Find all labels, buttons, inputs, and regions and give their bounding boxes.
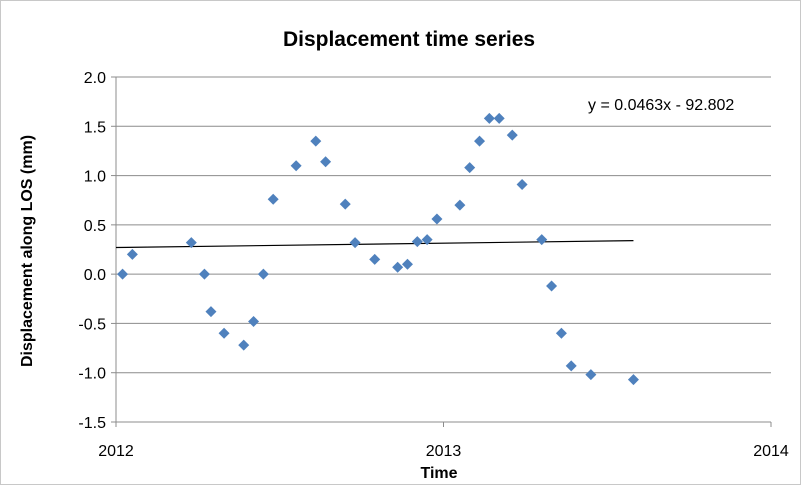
x-tick-label: 2014 — [753, 443, 789, 460]
data-point — [218, 327, 230, 339]
data-point — [483, 112, 495, 124]
data-point — [238, 339, 250, 351]
x-axis-label: Time — [420, 465, 457, 482]
data-point — [421, 234, 433, 246]
data-point — [369, 253, 381, 265]
data-point — [117, 268, 129, 280]
data-point — [454, 199, 466, 211]
data-point — [555, 327, 567, 339]
data-point — [267, 193, 279, 205]
gridlines — [116, 76, 771, 423]
data-point — [349, 237, 361, 249]
y-tick-label: -1.5 — [78, 415, 106, 432]
data-point — [516, 178, 528, 190]
data-point — [536, 234, 548, 246]
y-tick-label: 0.5 — [84, 218, 106, 235]
data-point — [339, 198, 351, 210]
trendline — [115, 240, 634, 249]
data-point — [257, 268, 269, 280]
data-point — [474, 135, 486, 147]
trendline-equation: y = 0.0463x - 92.802 — [588, 97, 734, 114]
y-axis-label: Displacement along LOS (mm) — [19, 135, 36, 367]
y-axis-ticks: 2.0 1.5 1.0 0.5 0.0 -0.5 -1.0 -1.5 — [78, 70, 116, 432]
y-tick-label: 2.0 — [84, 70, 106, 87]
data-point — [585, 369, 597, 381]
y-tick-label: -1.0 — [78, 366, 106, 383]
data-point — [185, 237, 197, 249]
chart-title: Displacement time series — [283, 28, 535, 51]
data-point — [248, 315, 260, 327]
y-tick-label: 0.0 — [84, 267, 106, 284]
data-point — [310, 135, 322, 147]
data-point — [401, 258, 413, 270]
data-point — [493, 112, 505, 124]
data-point — [431, 213, 443, 225]
x-axis-ticks: 2012 2013 2014 — [98, 422, 789, 460]
x-tick-label: 2013 — [426, 443, 462, 460]
y-tick-label: 1.5 — [84, 119, 106, 136]
data-points — [117, 112, 639, 386]
x-tick-label: 2012 — [98, 443, 134, 460]
data-point — [627, 374, 639, 386]
data-point — [392, 261, 404, 273]
data-point — [320, 156, 332, 168]
trendline-group — [115, 240, 634, 249]
y-tick-label: -0.5 — [78, 316, 106, 333]
data-point — [198, 268, 210, 280]
axes — [115, 77, 771, 423]
data-point — [464, 162, 476, 174]
y-tick-label: 1.0 — [84, 169, 106, 186]
data-point — [290, 160, 302, 172]
data-point — [205, 306, 217, 318]
data-point — [546, 280, 558, 292]
data-point — [506, 129, 518, 141]
data-point — [411, 236, 423, 248]
data-point — [126, 248, 138, 260]
data-point — [565, 360, 577, 372]
